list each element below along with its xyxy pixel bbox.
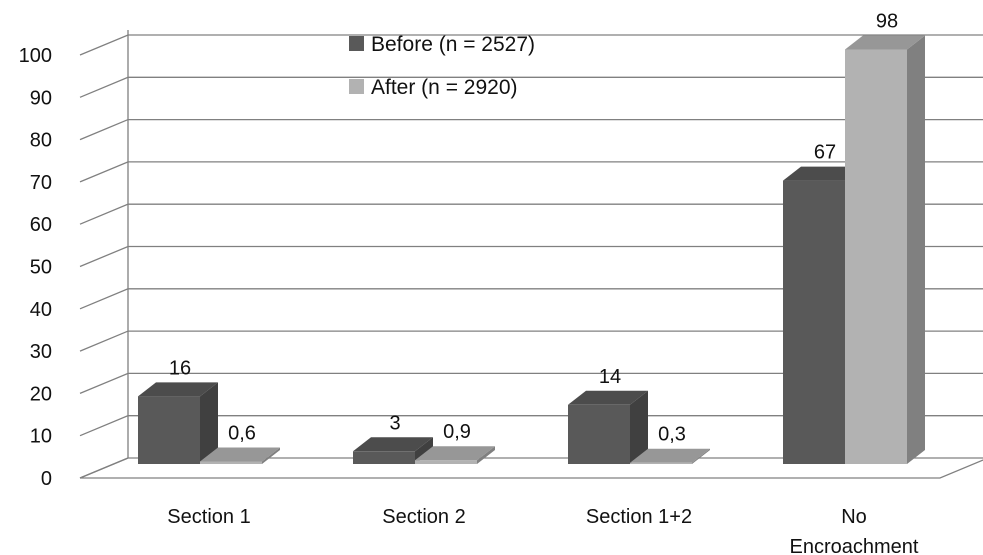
- bar: [353, 437, 433, 464]
- gridline: [79, 457, 983, 479]
- category-label: No Encroachment: [790, 506, 919, 555]
- gridline: [79, 203, 983, 225]
- data-label: 67: [814, 142, 836, 164]
- left-wall-edge: [79, 30, 129, 479]
- gridline: [79, 34, 983, 56]
- data-labels: 16 0,6 3 0,9 14 0,3 67 98: [169, 10, 898, 445]
- bar: [568, 390, 648, 464]
- y-tick-label: 30: [30, 341, 52, 363]
- gridline: [79, 118, 983, 141]
- bar: [845, 35, 925, 465]
- bar: [630, 448, 710, 464]
- bar-top: [200, 447, 280, 462]
- legend-swatch: [349, 36, 364, 51]
- category-label: Section 1+2: [586, 506, 692, 528]
- data-label: 98: [876, 10, 898, 32]
- bar: [200, 447, 280, 464]
- y-tick-label: 20: [30, 383, 52, 405]
- bar-side: [200, 382, 218, 464]
- legend: Before (n = 2527) After (n = 2920): [349, 33, 535, 99]
- data-label: 14: [599, 366, 621, 388]
- data-label: 16: [169, 357, 191, 379]
- data-label: 0,3: [658, 424, 686, 446]
- gridline: [79, 415, 983, 437]
- data-label: 0,9: [443, 421, 471, 443]
- bar-top: [138, 382, 218, 397]
- bar-front: [630, 462, 692, 464]
- gridline: [79, 288, 983, 310]
- bar: [138, 382, 218, 464]
- y-tick-label: 60: [30, 214, 52, 236]
- bar-top: [415, 446, 495, 461]
- bar-top: [845, 35, 925, 50]
- gridlines: [79, 34, 983, 479]
- y-tick-label: 70: [30, 172, 52, 194]
- legend-label: After (n = 2920): [371, 76, 518, 99]
- y-tick-label: 90: [30, 87, 52, 109]
- bar-top: [353, 437, 433, 452]
- gridline: [79, 372, 983, 394]
- bar-top: [630, 448, 710, 463]
- y-tick-label: 10: [30, 426, 52, 448]
- y-tick-label: 100: [19, 45, 52, 67]
- bar-side: [907, 35, 925, 465]
- y-axis-ticks: 0 10 20 30 40 50 60 70 80 90 100: [19, 45, 52, 490]
- category-labels: Section 1 Section 2 Section 1+2 No Encroachm…: [167, 506, 919, 555]
- bar-front: [200, 461, 262, 464]
- y-tick-label: 0: [41, 468, 52, 490]
- gridline: [79, 161, 983, 183]
- bar-front: [415, 460, 477, 464]
- data-label: 0,6: [228, 422, 256, 444]
- floor-edge: [80, 459, 983, 479]
- legend-label: Before (n = 2527): [371, 33, 535, 56]
- gridline: [79, 330, 983, 352]
- gridline: [79, 76, 983, 98]
- bars: [138, 35, 925, 465]
- bar-front: [138, 396, 200, 464]
- bar-front: [568, 404, 630, 464]
- y-tick-label: 80: [30, 130, 52, 152]
- bar-side: [477, 446, 495, 464]
- bar-side: [692, 448, 710, 464]
- bar-front: [845, 49, 907, 465]
- bar-top: [568, 390, 648, 405]
- legend-swatch: [349, 79, 364, 94]
- bar-side: [262, 447, 280, 464]
- data-label: 3: [389, 412, 400, 434]
- bar: [415, 446, 495, 464]
- category-label: Section 1: [167, 506, 250, 528]
- y-tick-label: 50: [30, 257, 52, 279]
- bar-top: [783, 166, 863, 181]
- bar-front: [353, 451, 415, 464]
- bar-front: [783, 180, 845, 464]
- category-label: Section 2: [382, 506, 465, 528]
- y-tick-label: 40: [30, 299, 52, 321]
- gridline: [79, 245, 983, 268]
- bar-side: [630, 390, 648, 464]
